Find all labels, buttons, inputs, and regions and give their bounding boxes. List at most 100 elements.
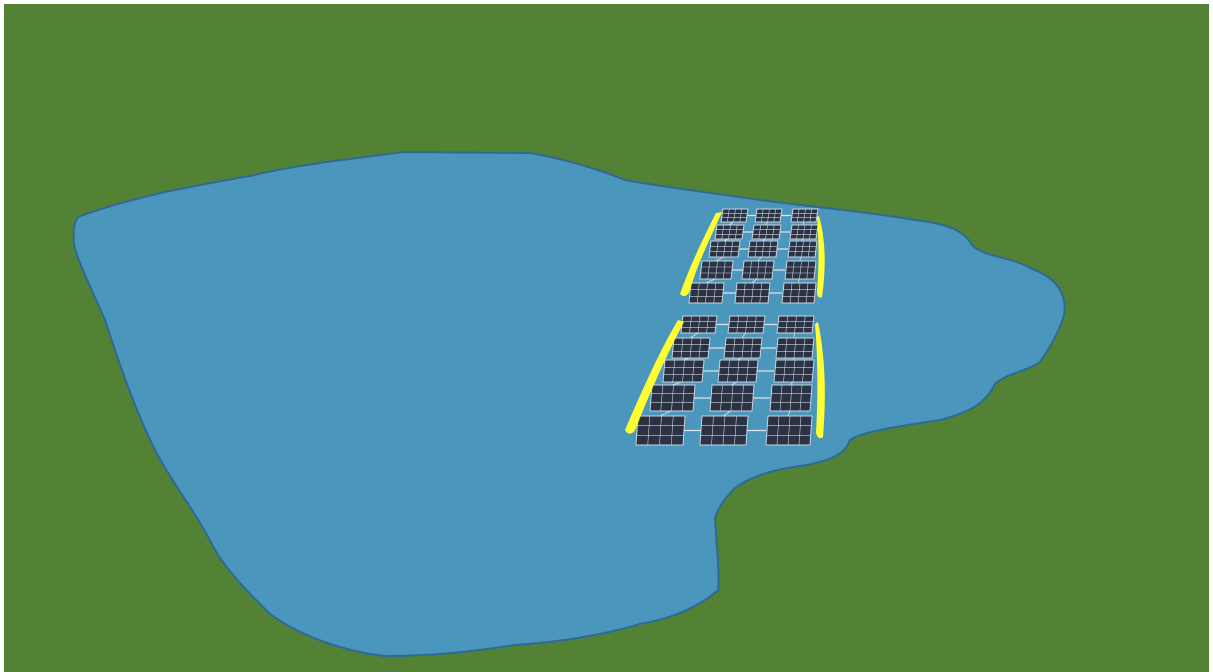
panel-cell-divider bbox=[751, 282, 754, 304]
solar-panel bbox=[708, 240, 741, 258]
panel-cell-divider bbox=[785, 315, 789, 334]
solar-panel bbox=[671, 337, 711, 359]
panel-cell-divider bbox=[759, 282, 763, 304]
walkway bbox=[756, 256, 763, 262]
panel-cell-divider bbox=[670, 415, 674, 446]
walkway bbox=[715, 256, 724, 262]
panel-cell-divider bbox=[791, 260, 795, 280]
panel-cell-divider bbox=[728, 224, 731, 240]
top-border bbox=[0, 0, 1213, 4]
panel-cell-divider bbox=[722, 260, 726, 280]
panel-cell-divider bbox=[794, 315, 797, 334]
panel-cell-divider bbox=[711, 415, 714, 446]
panel-cell-divider bbox=[754, 240, 758, 258]
panel-cell-divider bbox=[789, 384, 793, 412]
panel-cell-divider bbox=[698, 337, 702, 359]
panel-cell-divider bbox=[734, 415, 737, 446]
panel-cell-divider bbox=[720, 384, 723, 412]
solar-panel bbox=[680, 315, 718, 334]
panel-cell-divider bbox=[689, 337, 693, 359]
walkway bbox=[705, 278, 716, 284]
panel-cell-divider bbox=[647, 415, 651, 446]
panel-cell-divider bbox=[796, 208, 800, 223]
solar-panel bbox=[635, 415, 686, 446]
panel-cell-divider bbox=[767, 208, 770, 223]
panel-cell-divider bbox=[761, 240, 765, 258]
panel-cell-divider bbox=[750, 337, 754, 359]
panel-cell-divider bbox=[681, 384, 685, 412]
walkway bbox=[659, 410, 672, 417]
panel-cell-divider bbox=[802, 359, 805, 383]
panel-cell-divider bbox=[723, 240, 726, 258]
panel-cell-divider bbox=[739, 208, 743, 223]
panel-cell-divider bbox=[745, 315, 748, 334]
solar-panel bbox=[734, 282, 771, 304]
panel-cell-divider bbox=[799, 384, 803, 412]
panel-cell-divider bbox=[736, 315, 740, 334]
panel-cell-divider bbox=[672, 359, 676, 383]
solar-panel bbox=[790, 208, 819, 223]
panel-cell-divider bbox=[682, 359, 685, 383]
panel-cell-divider bbox=[734, 224, 738, 240]
solar-panel bbox=[754, 208, 783, 223]
solar-panel bbox=[789, 224, 819, 240]
panel-cell-divider bbox=[771, 224, 775, 240]
panel-cell-divider bbox=[768, 240, 772, 258]
solar-panel bbox=[769, 384, 813, 412]
panel-cell-divider bbox=[660, 384, 664, 412]
panel-cell-divider bbox=[730, 240, 734, 258]
panel-cell-divider bbox=[746, 359, 749, 383]
panel-cell-divider bbox=[765, 224, 768, 240]
panel-cell-divider bbox=[779, 384, 783, 412]
solar-panel bbox=[688, 282, 725, 304]
panel-cell-divider bbox=[802, 337, 806, 359]
right-boom bbox=[815, 322, 825, 439]
walkway bbox=[787, 410, 791, 417]
panel-cell-divider bbox=[796, 224, 799, 240]
panel-cell-divider bbox=[809, 208, 813, 223]
solar-panel bbox=[781, 282, 817, 304]
panel-cell-divider bbox=[758, 224, 762, 240]
solar-panel bbox=[784, 260, 817, 280]
walkway bbox=[689, 332, 699, 339]
solar-panel bbox=[720, 208, 749, 223]
panel-cell-divider bbox=[783, 359, 786, 383]
solar-panel bbox=[714, 224, 745, 240]
panel-cell-divider bbox=[730, 384, 734, 412]
lake bbox=[72, 150, 1066, 658]
panel-cell-divider bbox=[760, 208, 764, 223]
walkway bbox=[799, 256, 802, 262]
panel-cell-divider bbox=[793, 337, 797, 359]
solar-panel bbox=[699, 415, 749, 446]
panel-cell-divider bbox=[659, 415, 662, 446]
panel-cell-divider bbox=[749, 260, 752, 280]
walkway bbox=[751, 278, 758, 284]
walkway bbox=[722, 410, 732, 417]
panel-cell-divider bbox=[705, 282, 708, 304]
walkway bbox=[797, 278, 800, 284]
panel-cell-divider bbox=[715, 240, 719, 258]
panel-cell-divider bbox=[803, 208, 806, 223]
left-border bbox=[0, 0, 4, 672]
walkway bbox=[793, 332, 795, 339]
panel-cell-divider bbox=[680, 337, 684, 359]
panel-cell-divider bbox=[727, 359, 730, 383]
panel-cell-divider bbox=[691, 359, 695, 383]
lower-array bbox=[625, 315, 825, 446]
left-boom bbox=[680, 212, 722, 297]
solar-panel bbox=[699, 260, 734, 280]
panel-cell-divider bbox=[789, 282, 793, 304]
panel-cell-divider bbox=[756, 260, 760, 280]
solar-panel bbox=[776, 315, 815, 334]
panel-cell-divider bbox=[809, 224, 812, 240]
panel-cell-divider bbox=[787, 415, 791, 446]
panel-cell-divider bbox=[741, 384, 744, 412]
panel-cell-divider bbox=[736, 359, 740, 383]
panel-cell-divider bbox=[784, 337, 788, 359]
solar-panel bbox=[662, 359, 705, 383]
solar-panel bbox=[775, 337, 815, 359]
panel-cell-divider bbox=[807, 240, 811, 258]
panel-cell-divider bbox=[773, 208, 777, 223]
panel-cell-divider bbox=[715, 260, 718, 280]
